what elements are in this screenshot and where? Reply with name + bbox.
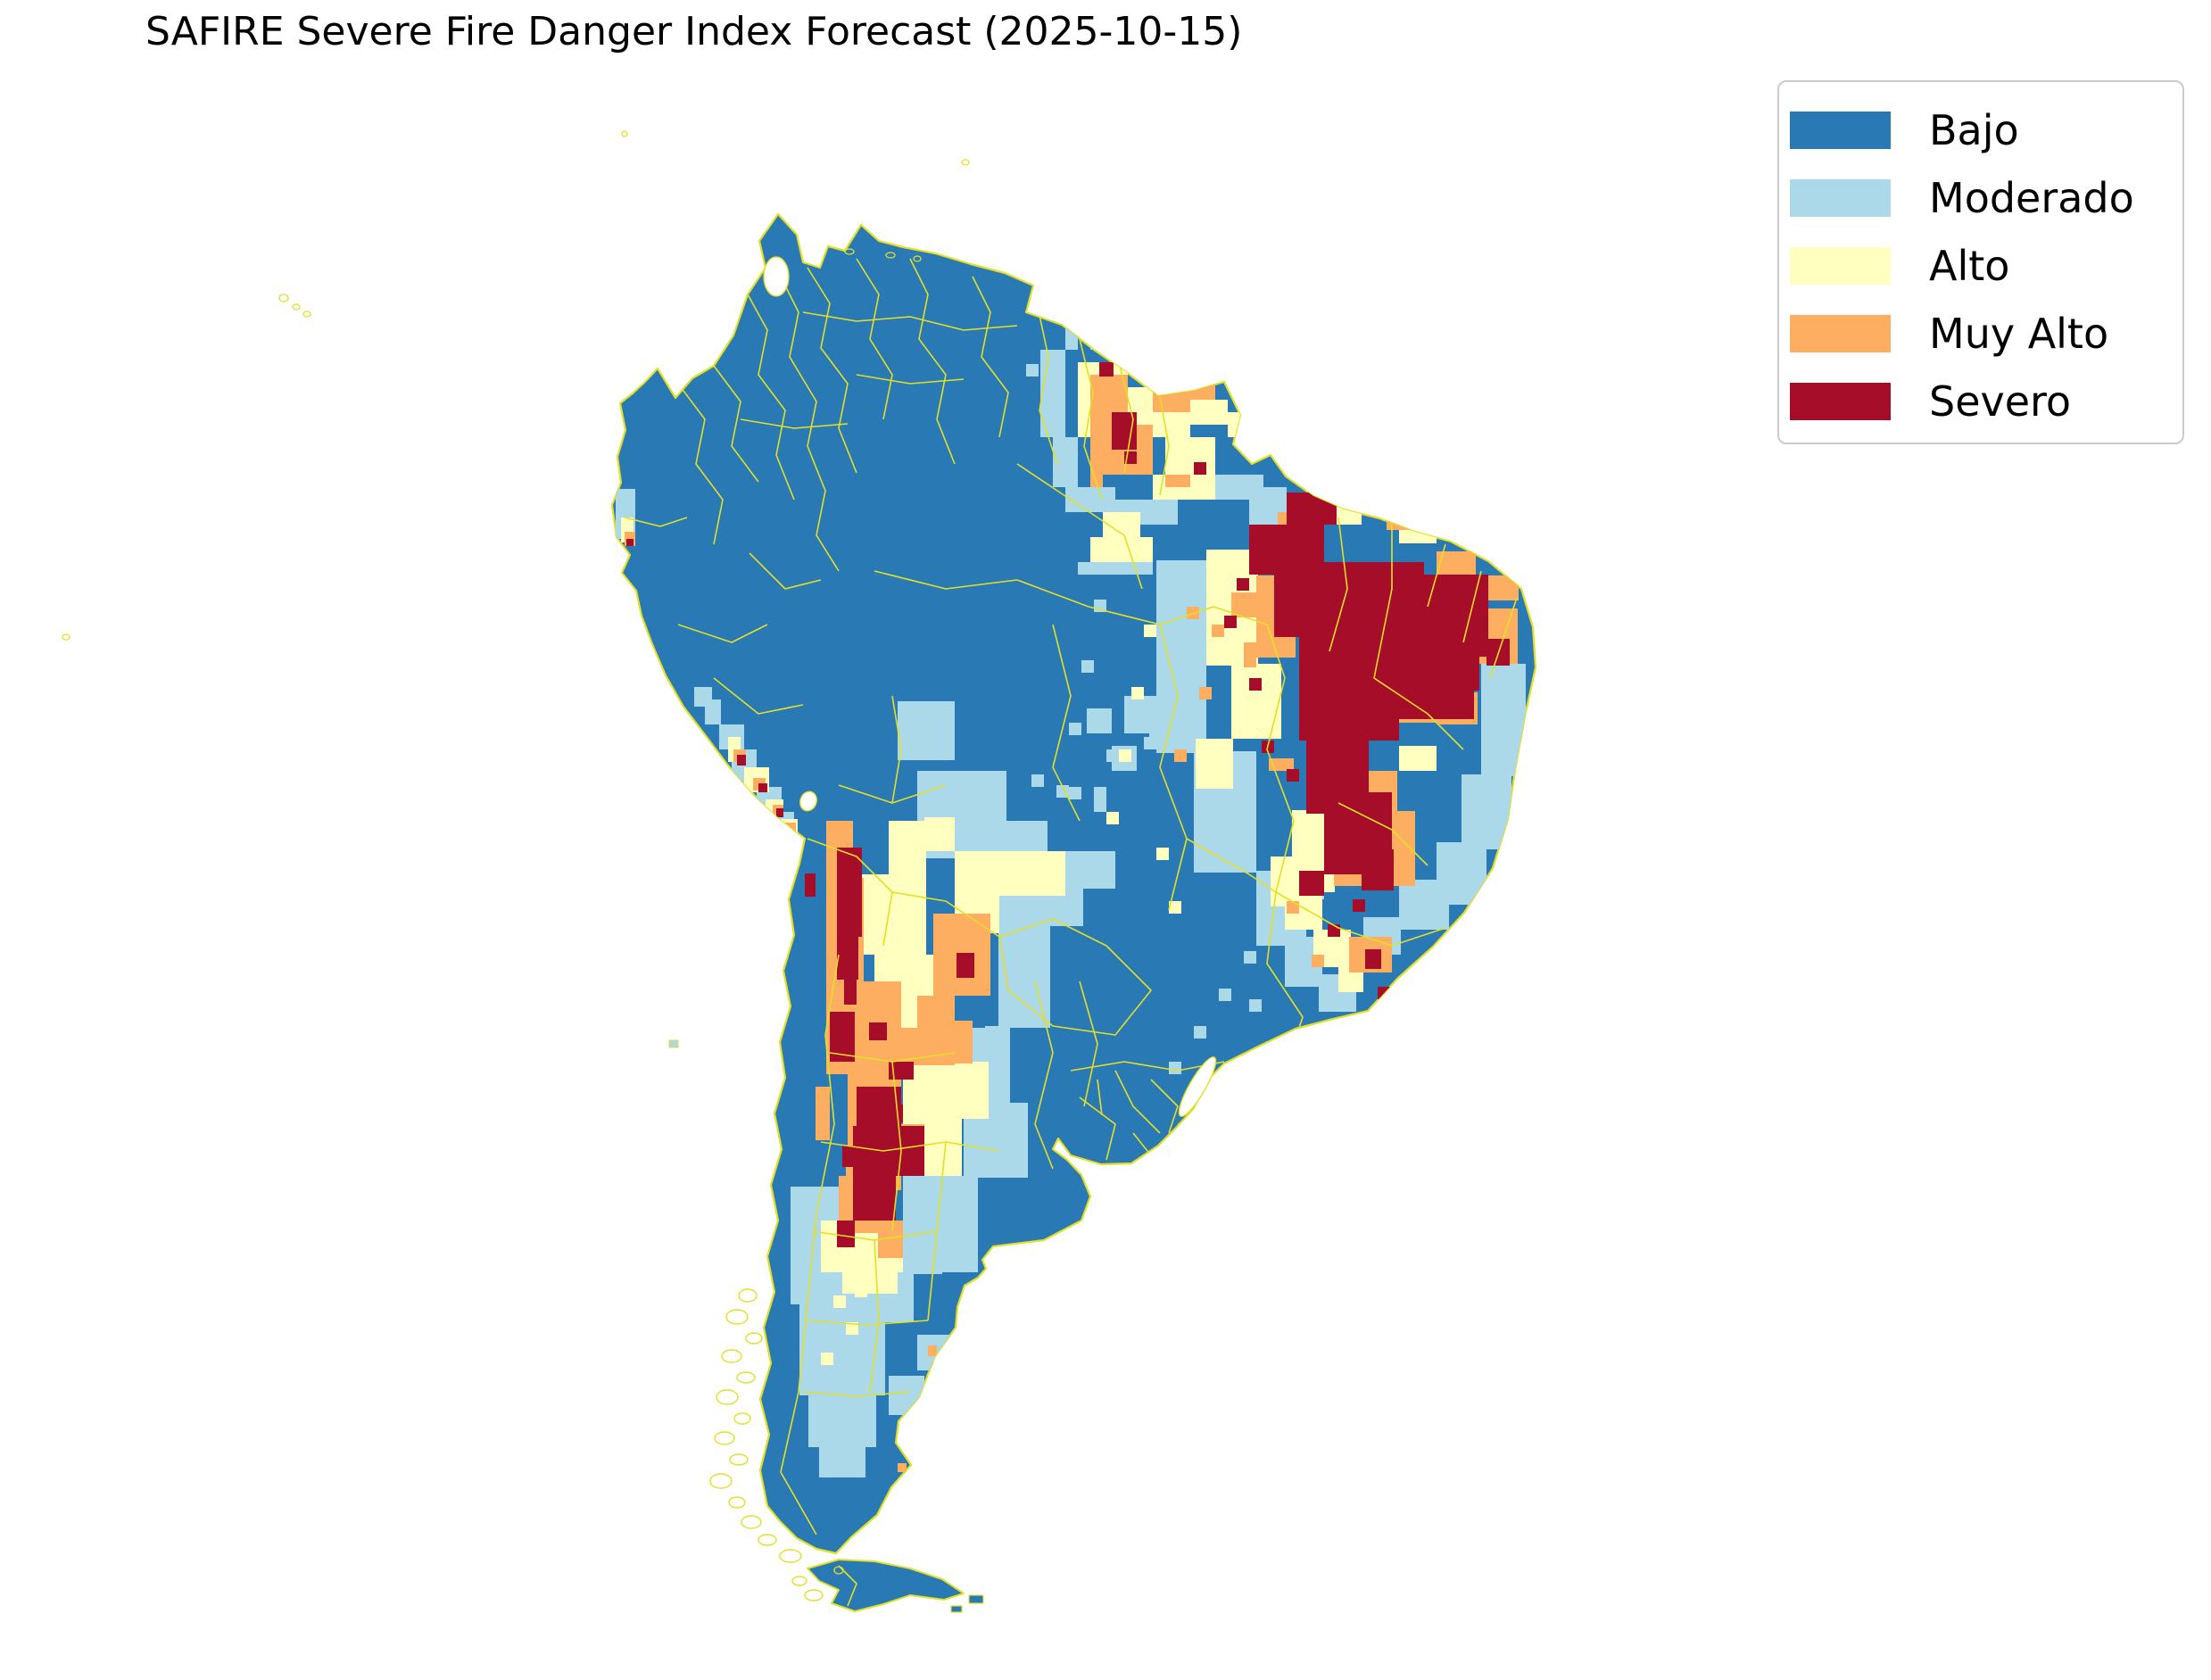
map-region-severo: [626, 362, 1510, 1247]
legend-swatch-bajo: [1790, 112, 1891, 149]
legend-label-severo: Severo: [1929, 377, 2072, 426]
legend-swatch-moderado: [1790, 179, 1891, 217]
legend-item-moderado: Moderado: [1779, 164, 2182, 232]
map-island-specks: [62, 130, 970, 1575]
legend-item-alto: Alto: [1779, 232, 2182, 300]
legend-label-bajo: Bajo: [1929, 106, 2019, 154]
legend-label-alto: Alto: [1929, 242, 2010, 290]
legend-label-moderado: Moderado: [1929, 174, 2134, 222]
legend-item-severo: Severo: [1779, 368, 2182, 435]
legend-swatch-alto: [1790, 247, 1891, 285]
legend-item-bajo: Bajo: [1779, 96, 2182, 164]
legend-swatch-muy-alto: [1790, 315, 1891, 352]
figure-title: SAFIRE Severe Fire Danger Index Forecast…: [145, 9, 1243, 54]
legend-box: Bajo Moderado Alto Muy Alto Severo: [1777, 80, 2184, 444]
map-lakes: [763, 256, 1217, 1117]
map-admin-borders: [624, 258, 1518, 1607]
map-fjord-islands: [709, 1288, 824, 1601]
legend-label-muy-alto: Muy Alto: [1929, 310, 2109, 358]
legend-item-muy-alto: Muy Alto: [1779, 300, 2182, 368]
legend-swatch-severo: [1790, 383, 1891, 420]
map-island-speck: [668, 1039, 679, 1048]
